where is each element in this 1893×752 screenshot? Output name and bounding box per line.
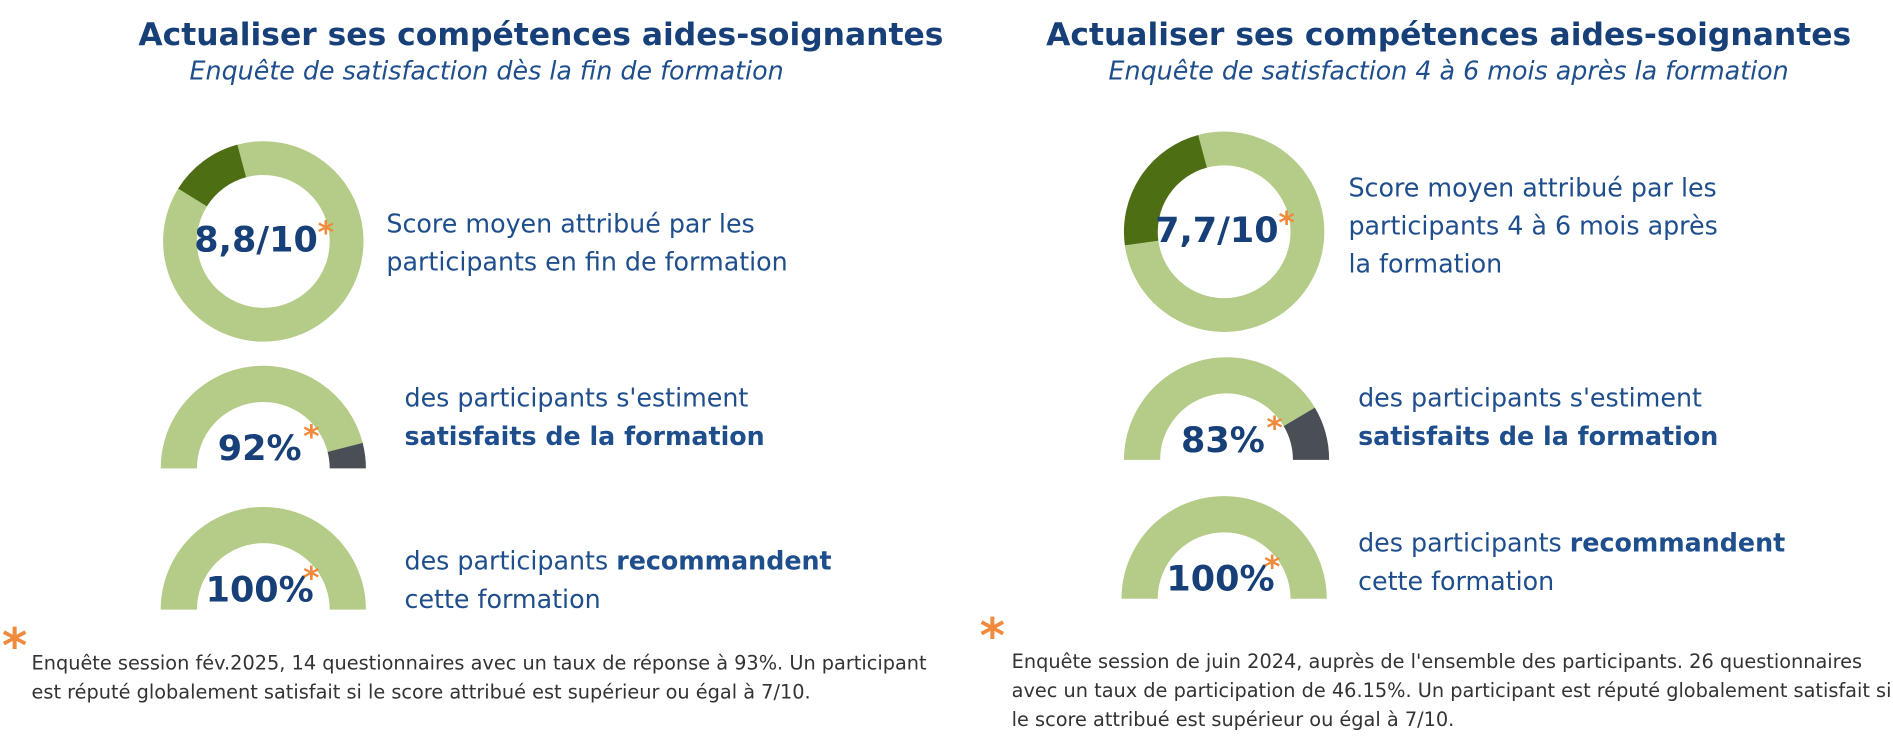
score-ring-filled [1124, 131, 1325, 332]
score-text: Score moyen attribué par les [1348, 173, 1716, 203]
satisfied-gauge-filled [160, 365, 363, 469]
footnote: le score attribué est supérieur ou égal … [1012, 708, 1455, 731]
recommend-text-bold: recommandent [1570, 527, 1785, 557]
footnote: Enquête session fév.2025, 14 questionnai… [32, 651, 927, 674]
footnote: avec un taux de participation de 46.15%.… [1012, 679, 1892, 702]
score-text: la formation [1348, 249, 1502, 279]
satisfied-gauge-filled [1123, 357, 1315, 461]
footnote-asterisk: * [2, 618, 27, 674]
satisfied-text: des participants s'estiment [1358, 383, 1702, 413]
recommend-text-end: cette formation [1358, 566, 1554, 596]
satisfied-label: 92% [218, 429, 302, 469]
footnote: est réputé globalement satisfait si le s… [32, 680, 811, 703]
asterisk: * [1264, 550, 1280, 586]
satisfied-gauge-rest [1283, 407, 1330, 461]
recommend-text-start: des participants [1358, 527, 1570, 557]
subtitle: Enquête de satisfaction dès la fin de fo… [190, 55, 784, 85]
footnote-asterisk: * [980, 609, 1005, 665]
satisfied-text: des participants s'estiment [405, 383, 749, 413]
footnote: Enquête session de juin 2024, auprès de … [1012, 650, 1862, 673]
asterisk: * [318, 215, 334, 251]
score-ring-filled [163, 141, 364, 342]
score-text: participants 4 à 6 mois après [1348, 211, 1717, 241]
score-text: participants en fin de formation [386, 247, 787, 277]
asterisk: * [303, 419, 319, 455]
recommend-label: 100% [1166, 560, 1274, 600]
satisfied-label: 83% [1181, 421, 1265, 461]
recommend-gauge-filled [160, 507, 366, 611]
subtitle: Enquête de satisfaction 4 à 6 mois après… [1109, 55, 1789, 85]
satisfied-gauge-rest [327, 442, 366, 469]
satisfied-text-bold: satisfaits de la formation [405, 421, 765, 451]
recommend-text-start: des participants [405, 545, 617, 575]
score-ring-rest [1124, 134, 1208, 246]
recommend-text: des participants recommandent [1358, 527, 1785, 557]
asterisk: * [303, 560, 319, 596]
asterisk: * [1278, 206, 1294, 242]
score-ring-rest [178, 144, 247, 207]
recommend-text: des participants recommandent [405, 545, 832, 575]
satisfied-text-bold: satisfaits de la formation [1358, 421, 1718, 451]
asterisk: * [1266, 411, 1282, 447]
recommend-text-end: cette formation [405, 584, 601, 614]
recommend-text-bold: recommandent [616, 545, 831, 575]
recommend-label: 100% [206, 570, 314, 610]
score-label: 7,7/10 [1155, 211, 1278, 251]
title: Actualiser ses compétences aides-soignan… [138, 17, 943, 53]
score-text: Score moyen attribué par les [386, 209, 754, 239]
score-label: 8,8/10 [194, 220, 318, 260]
recommend-gauge-filled [1121, 496, 1327, 600]
title: Actualiser ses compétences aides-soignan… [1046, 17, 1851, 53]
